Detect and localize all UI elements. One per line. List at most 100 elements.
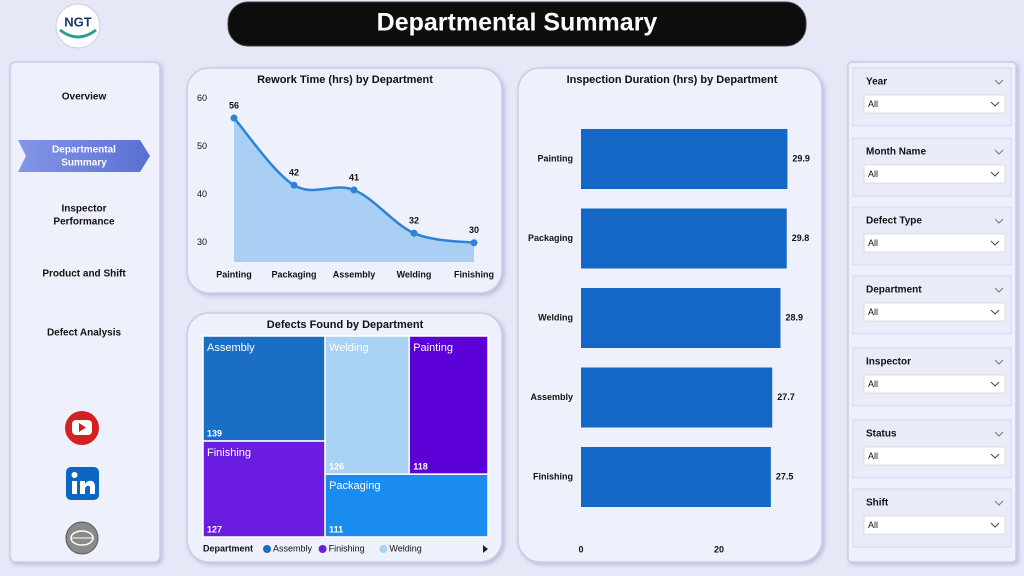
bar[interactable] (581, 129, 788, 189)
treemap-tile[interactable] (408, 335, 489, 475)
nav-item[interactable]: Defect Analysis (47, 328, 122, 339)
x-tick-label: Finishing (454, 269, 494, 279)
filter-chevron[interactable] (990, 453, 1000, 459)
x-tick-label: 0 (578, 544, 583, 554)
filter-chevron[interactable] (990, 381, 1000, 387)
filter-label: Month Name (866, 147, 926, 158)
x-tick-label: 20 (714, 544, 724, 554)
point (410, 229, 418, 237)
filter-collapse[interactable] (994, 500, 1004, 506)
bar[interactable] (581, 208, 787, 269)
filter-dropdown[interactable] (863, 446, 1006, 466)
filter-chevron[interactable] (990, 240, 1000, 246)
logo (55, 3, 101, 49)
y-tick-label: 40 (197, 189, 207, 199)
data-label: 29.9 (792, 153, 810, 163)
tile-label: Packaging (329, 480, 380, 492)
tile-value: 139 (207, 428, 222, 438)
filter-collapse[interactable] (994, 431, 1004, 437)
point (470, 239, 478, 247)
tile-label: Assembly (207, 342, 255, 354)
filter-label: Defect Type (866, 216, 922, 227)
legend-scroll[interactable] (483, 545, 488, 553)
treemap-tile[interactable] (324, 335, 410, 475)
filter-label: Inspector (866, 357, 911, 368)
treemap-tile[interactable] (202, 335, 326, 442)
legend-swatch (379, 545, 388, 553)
filter-collapse[interactable] (994, 149, 1004, 155)
filter-collapse[interactable] (994, 359, 1004, 365)
nav-active (18, 140, 150, 172)
data-label: 30 (469, 225, 479, 235)
nav-items: Overview Departmental Summary Inspector Perf… (42, 92, 126, 339)
data-label: 42 (289, 168, 299, 178)
linkedin-n[interactable] (80, 480, 95, 494)
nav-item[interactable]: Product and Shift (42, 269, 126, 280)
web-icon[interactable] (65, 521, 99, 555)
filter-chevron[interactable] (990, 171, 1000, 177)
logo-swoosh (59, 28, 97, 39)
filter-value: All (868, 379, 878, 389)
x-tick-label: Welding (397, 269, 432, 279)
filter-chevron[interactable] (990, 522, 1000, 528)
y-tick-label: Finishing (533, 471, 573, 481)
filter-chevron[interactable] (990, 309, 1000, 315)
y-tick-label: 50 (197, 141, 207, 151)
filter-label: Shift (866, 498, 889, 509)
chart-title: Rework Time (hrs) by Department (257, 74, 433, 86)
youtube-play[interactable] (79, 423, 86, 432)
tile-label: Welding (329, 342, 369, 354)
y-tick-label: 60 (197, 93, 207, 103)
filter-label: Year (866, 77, 887, 88)
treemap-tile[interactable] (202, 440, 326, 538)
tile-value: 127 (207, 524, 222, 534)
filter-dropdown[interactable] (863, 374, 1006, 394)
youtube-icon[interactable] (65, 411, 99, 445)
nav-item[interactable]: Departmental Summary (52, 144, 116, 168)
y-tick-label: Packaging (528, 233, 573, 243)
filter-chevron[interactable] (990, 101, 1000, 107)
y-tick-label: Painting (538, 153, 574, 163)
filter-dropdown[interactable] (863, 94, 1006, 114)
linkedin-icon[interactable] (66, 467, 99, 500)
filter-collapse[interactable] (994, 218, 1004, 224)
x-tick-label: Packaging (271, 269, 316, 279)
legend-title: Department (203, 543, 253, 553)
bar[interactable] (581, 367, 773, 428)
data-label: 32 (409, 216, 419, 226)
legend-swatch (318, 545, 327, 553)
linkedin-dot[interactable] (71, 472, 78, 478)
tile-value: 118 (413, 462, 428, 472)
filter-dropdown[interactable] (863, 515, 1006, 535)
filter-value: All (868, 169, 878, 179)
data-label: 27.5 (776, 471, 794, 481)
y-tick-label: Welding (538, 312, 573, 322)
treemap-tile[interactable] (324, 473, 489, 538)
data-label: 56 (229, 100, 239, 110)
linkedin-i[interactable] (72, 481, 77, 494)
point (350, 186, 358, 194)
legend-label: Finishing (329, 543, 365, 553)
legend-label: Welding (389, 543, 421, 553)
x-tick-label: Assembly (333, 269, 376, 279)
nav-item[interactable]: Overview (62, 92, 107, 103)
filter-label: Status (866, 429, 897, 440)
bar[interactable] (581, 447, 771, 507)
filters: Year All Month Name All Defect Type All Depart… (852, 67, 1012, 548)
filter-dropdown[interactable] (863, 164, 1006, 184)
nav-panel (9, 61, 161, 563)
bar[interactable] (581, 288, 781, 348)
filter-collapse[interactable] (994, 287, 1004, 293)
filter-dropdown[interactable] (863, 302, 1006, 322)
filter-collapse[interactable] (994, 79, 1004, 85)
nav-item[interactable]: Inspector Performance (53, 203, 115, 227)
y-tick-label: 30 (197, 237, 207, 247)
data-label: 28.9 (786, 312, 804, 322)
filter-dropdown[interactable] (863, 233, 1006, 253)
filter-value: All (868, 99, 878, 109)
data-label: 29.8 (792, 233, 810, 243)
data-label: 41 (349, 172, 359, 182)
data-label: 27.7 (777, 392, 795, 402)
y-tick-label: Assembly (530, 392, 573, 402)
